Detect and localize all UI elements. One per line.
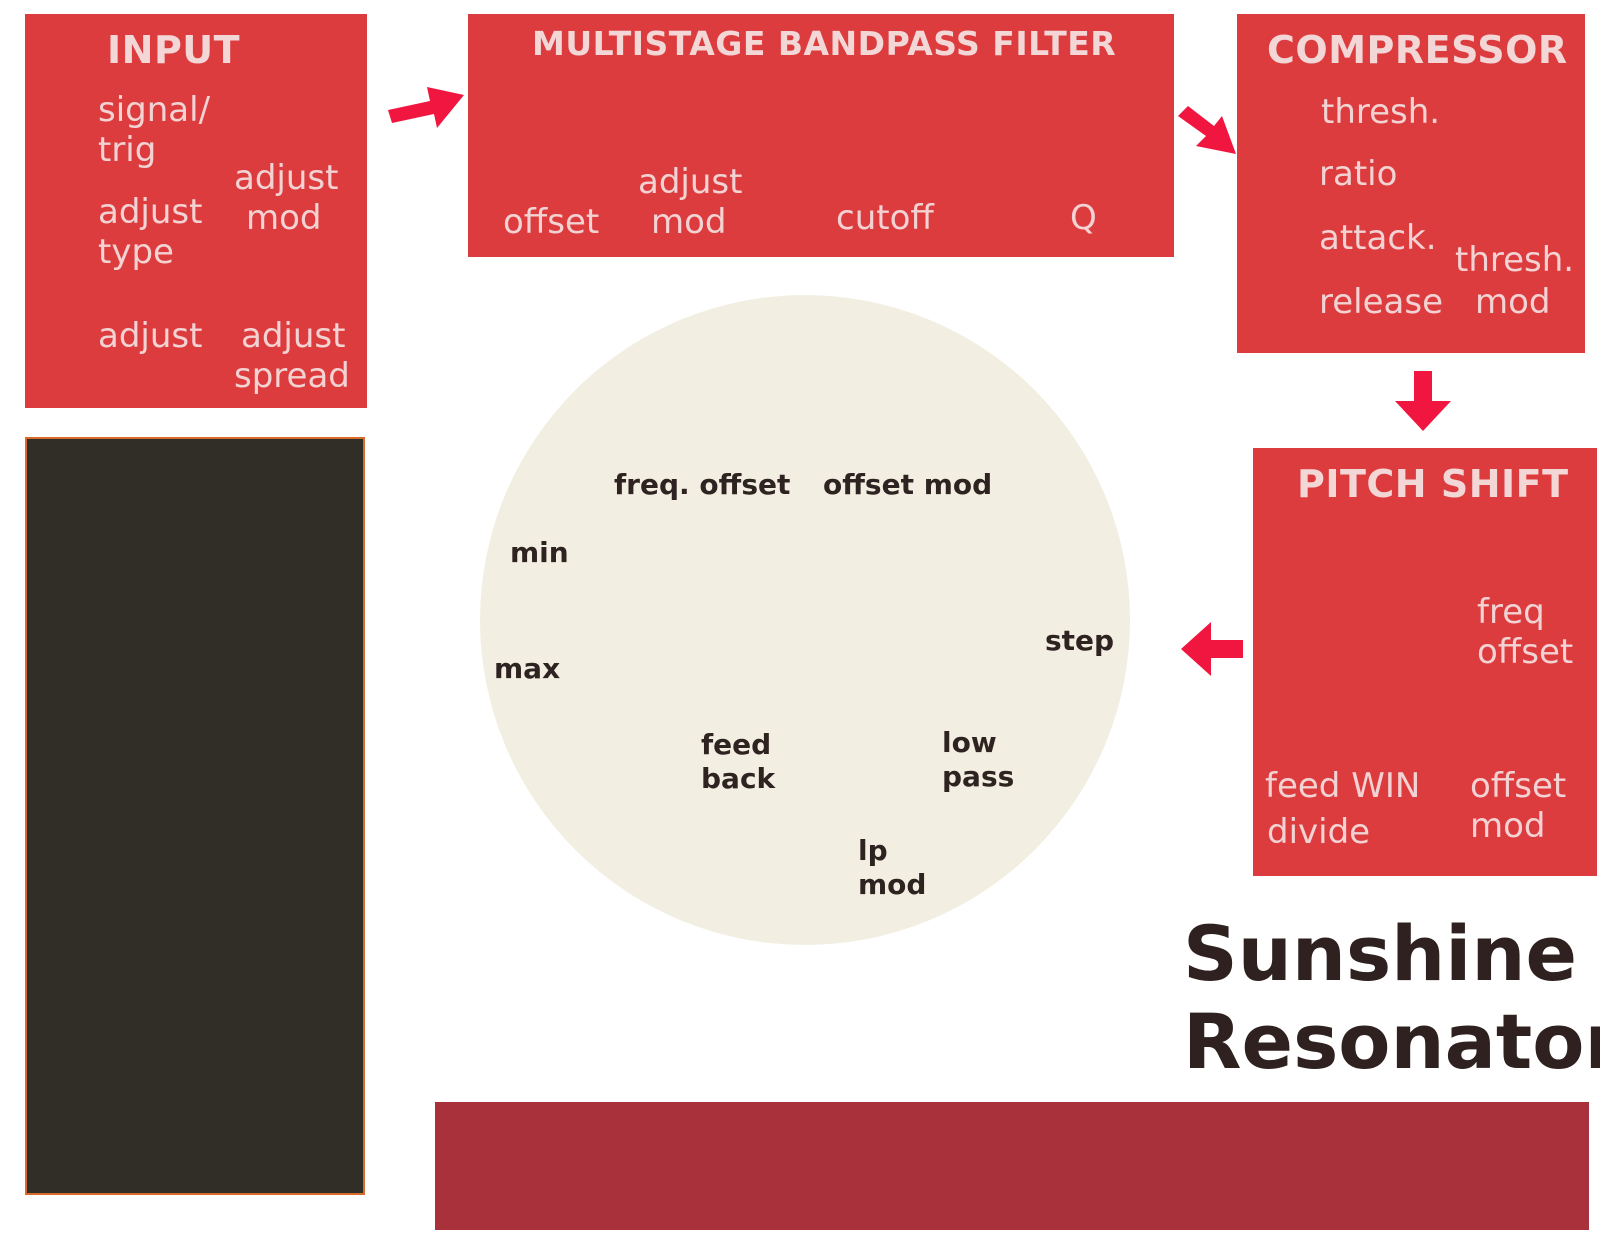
adjust-mod-label-1: adjust: [234, 158, 339, 198]
arrow-pitch-to-resonator: [1181, 622, 1243, 676]
release-label: release: [1319, 282, 1443, 322]
adjust-label: adjust: [98, 316, 203, 356]
pitch-freq-offset-label-1: freq: [1477, 592, 1545, 632]
arrow-input-to-filter: [388, 87, 464, 128]
ratio-label: ratio: [1319, 154, 1398, 194]
lowpass-label-1: low: [942, 726, 997, 759]
max-label: max: [494, 652, 561, 685]
offset-mod-label: offset mod: [823, 468, 993, 501]
pitch-freq-offset-label-2: offset: [1477, 632, 1574, 672]
adjust-spread-label-2: spread: [234, 356, 350, 396]
input-title: INPUT: [107, 28, 241, 72]
resonator-circle: [480, 295, 1130, 945]
filter-cutoff-label: cutoff: [836, 198, 934, 238]
lowpass-label-2: pass: [942, 760, 1015, 793]
attack-label: attack.: [1319, 218, 1437, 258]
lp-mod-label-2: mod: [858, 868, 927, 901]
feed-win-label: feed WIN: [1265, 766, 1421, 806]
dark-panel: [25, 437, 365, 1195]
adjust-type-label-1: adjust: [98, 192, 203, 232]
filter-adjust-mod-label-2: mod: [651, 202, 727, 242]
compressor-title: COMPRESSOR: [1267, 28, 1568, 72]
freq-offset-label: freq. offset: [614, 468, 791, 501]
thresh-label: thresh.: [1321, 92, 1441, 132]
filter-adjust-mod-label-1: adjust: [638, 162, 743, 202]
bottom-bar: [435, 1102, 1589, 1230]
input-panel: INPUT signal/ trig adjust mod adjust typ…: [25, 14, 367, 408]
brand-line-2: Resonator: [1183, 997, 1600, 1086]
signal-trig-label-2: trig: [98, 130, 157, 170]
thresh-mod-label-1: thresh.: [1455, 240, 1575, 280]
arrow-filter-to-compressor: [1178, 106, 1236, 154]
pitch-offset-mod-label-2: mod: [1470, 806, 1546, 846]
min-label: min: [510, 536, 569, 569]
filter-title: MULTISTAGE BANDPASS FILTER: [532, 24, 1117, 63]
filter-panel: MULTISTAGE BANDPASS FILTER offset adjust…: [468, 14, 1174, 257]
brand-title: Sunshine Resonator: [1183, 910, 1600, 1086]
divide-label: divide: [1267, 812, 1371, 852]
pitch-shift-title: PITCH SHIFT: [1297, 462, 1569, 506]
thresh-mod-label-2: mod: [1475, 282, 1551, 322]
feedback-label-1: feed: [701, 728, 772, 761]
arrow-compressor-to-pitch: [1395, 371, 1451, 431]
signal-trig-label-1: signal/: [98, 90, 211, 130]
adjust-mod-label-2: mod: [246, 198, 322, 238]
filter-offset-label: offset: [503, 202, 600, 242]
brand-line-1: Sunshine: [1183, 909, 1577, 998]
feedback-label-2: back: [701, 762, 776, 795]
lp-mod-label-1: lp: [858, 834, 888, 867]
step-label: step: [1045, 624, 1115, 657]
compressor-panel: COMPRESSOR thresh. ratio attack. release…: [1237, 14, 1585, 353]
filter-q-label: Q: [1070, 198, 1097, 238]
pitch-offset-mod-label-1: offset: [1470, 766, 1567, 806]
pitch-shift-panel: PITCH SHIFT freq offset feed WIN divide …: [1253, 448, 1597, 876]
adjust-spread-label-1: adjust: [241, 316, 346, 356]
adjust-type-label-2: type: [98, 232, 174, 272]
